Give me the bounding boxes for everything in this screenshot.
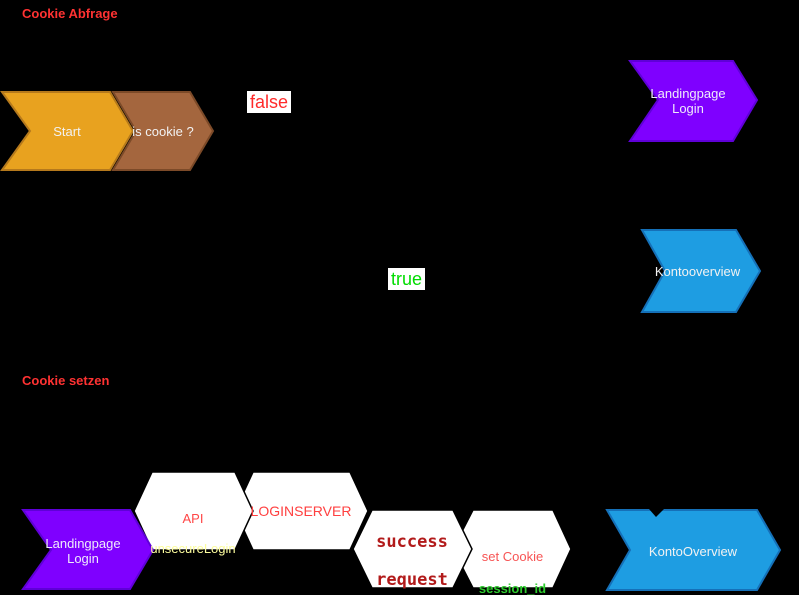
landingpage-login-top-label: Landingpage Login — [650, 86, 726, 116]
kontooverview-top-label: Kontooverview — [654, 264, 741, 279]
connector-arrowhead — [649, 509, 664, 517]
set-cookie-line: set Cookie — [481, 549, 544, 564]
landingpage-login-top-node[interactable] — [628, 60, 759, 142]
set-cookie-session-id-line: session_id — [478, 581, 547, 595]
false-edge-label: false — [247, 91, 292, 113]
set-cookie-node[interactable] — [452, 509, 572, 589]
kontooverview-bottom-node[interactable] — [605, 509, 782, 591]
set-cookie-label: set Cookie session_id — [465, 533, 560, 595]
success-line: success — [376, 532, 448, 552]
start-node[interactable] — [0, 91, 135, 171]
start-label: Start — [53, 124, 81, 139]
success-request-label: success request session_id — [356, 514, 468, 595]
api-label: API unsecureLogin — [142, 496, 244, 571]
api-title: API — [182, 511, 204, 526]
is-cookie-label: is cookie ? — [132, 124, 194, 139]
true-edge-label: true — [388, 268, 426, 290]
section-label-cookie-abfrage: Cookie Abfrage — [22, 6, 118, 21]
landingpage-login-bottom-node[interactable] — [21, 509, 155, 590]
success-request-node[interactable] — [352, 509, 473, 589]
request-line: request — [376, 570, 448, 590]
kontooverview-bottom-label: KontoOverview — [648, 544, 738, 559]
kontooverview-top-node[interactable] — [640, 229, 762, 313]
landingpage-login-bottom-label: Landingpage Login — [45, 536, 121, 566]
section-label-cookie-setzen: Cookie setzen — [22, 373, 110, 388]
is-cookie-node[interactable] — [111, 91, 215, 171]
api-subtitle: unsecureLogin — [150, 541, 236, 556]
loginserver-node[interactable] — [234, 471, 369, 551]
loginserver-label: LOGINSERVER — [250, 503, 352, 519]
